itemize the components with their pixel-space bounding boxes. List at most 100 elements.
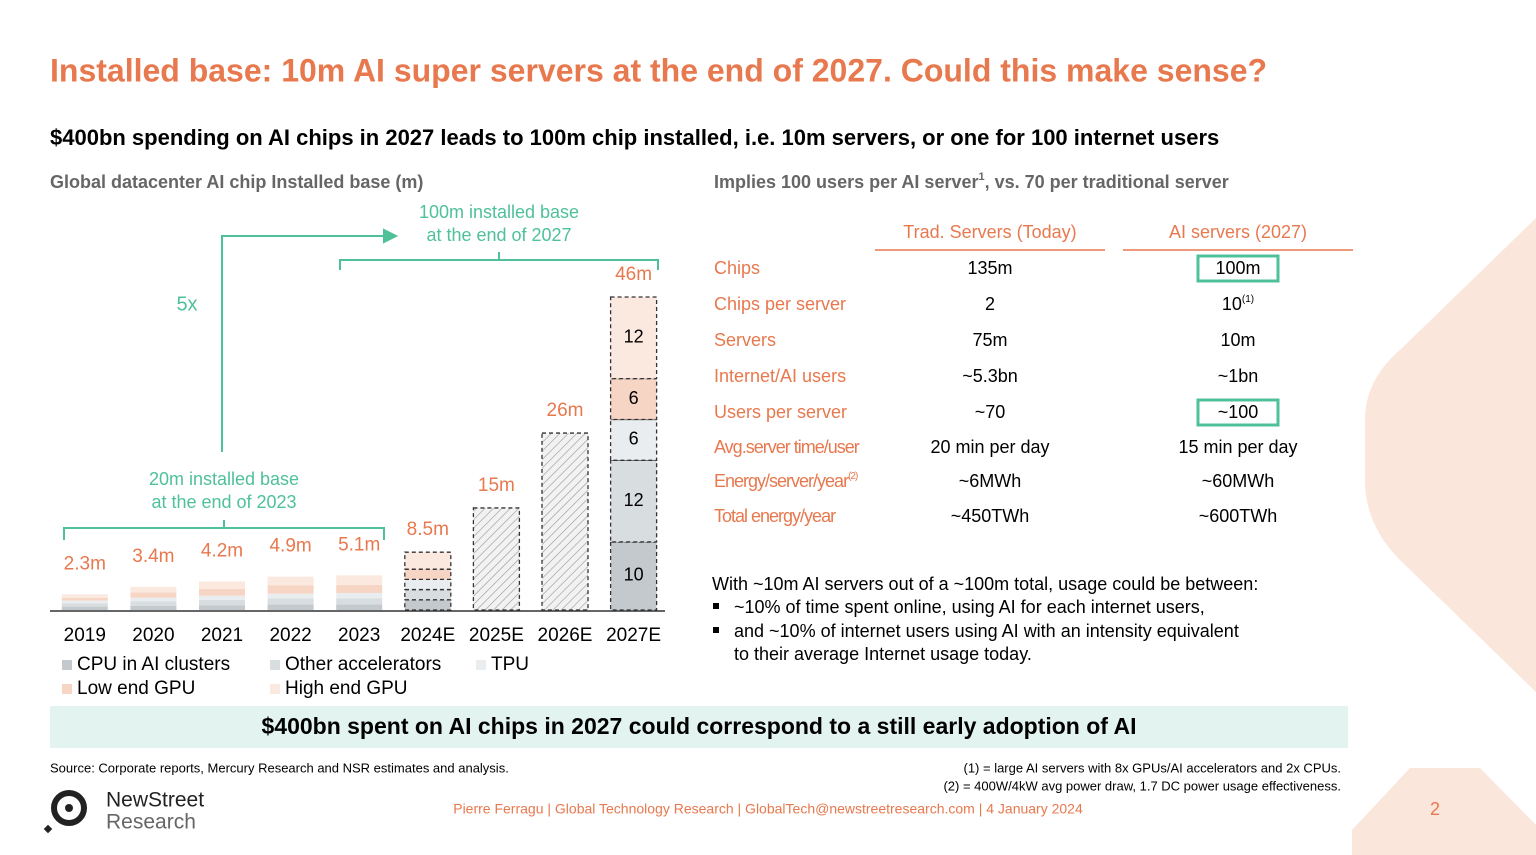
table-title: Implies 100 users per AI server1, vs. 70… (714, 171, 1229, 192)
annotation: at the end of 2027 (426, 225, 571, 245)
x-tick-label: 2025E (469, 625, 524, 646)
bar-segment (199, 588, 245, 596)
banner-text: $400bn spent on AI chips in 2027 could c… (261, 713, 1136, 739)
cell: 75m (972, 330, 1007, 350)
page-number: 2 (1430, 799, 1440, 819)
data-label: 6 (629, 388, 639, 408)
x-tick-label: 2021 (201, 625, 243, 646)
cell: 20 min per day (930, 437, 1049, 457)
logo-text: NewStreet (106, 789, 204, 812)
text: Energy/server/year (714, 471, 849, 491)
cell: ~60MWh (1202, 471, 1275, 491)
highlight-box (1196, 398, 1280, 427)
column-header: AI servers (2027) (1169, 222, 1307, 242)
legend-swatch (62, 660, 72, 670)
data-label: 12 (624, 490, 644, 510)
cell: 10(1) (1222, 294, 1254, 314)
footnote: (2) = 400W/4kW avg power draw, 1.7 DC po… (943, 778, 1341, 793)
annotation: at the end of 2023 (151, 492, 296, 512)
footnote: (1) = large AI servers with 8x GPUs/AI a… (963, 760, 1341, 775)
bar (472, 507, 521, 611)
title: Installed base: 10m AI super servers at … (50, 52, 1267, 88)
row-label: Avg.server time/user (714, 437, 860, 457)
bar-segment (404, 588, 452, 601)
bar-segment (609, 541, 658, 611)
cell: 2 (985, 294, 995, 314)
bullet-text: to their average Internet usage today. (734, 644, 1032, 664)
row-label: Energy/server/year(2) (714, 471, 858, 491)
annotation: 5x (176, 293, 197, 315)
column-header: Trad. Servers (Today) (903, 222, 1076, 242)
bar-segment (609, 459, 658, 543)
data-label: 6 (629, 429, 639, 449)
bar-segment (404, 578, 452, 591)
bar-segment (61, 600, 108, 604)
text: 10 (1222, 294, 1242, 314)
total-label: 4.9m (269, 536, 311, 557)
bar (541, 432, 589, 611)
bar-segment (609, 378, 658, 421)
logo: NewStreet Research (43, 789, 204, 834)
logo-text: Research (106, 811, 196, 834)
legend-swatch (62, 684, 72, 694)
total-label: 15m (478, 475, 515, 496)
row-label: Total energy/year (714, 506, 836, 526)
cell: ~5.3bn (962, 366, 1018, 386)
bar-segment (130, 586, 177, 593)
bar-segment (609, 296, 658, 380)
cell: 15 min per day (1178, 437, 1297, 457)
bar-segment (130, 605, 177, 610)
bullet-text: ~10% of time spent online, using AI for … (734, 597, 1205, 617)
total-label: 4.2m (201, 540, 243, 561)
chart-title: Global datacenter AI chip Installed base… (50, 172, 423, 192)
decor (1352, 768, 1536, 855)
total-label: 3.4m (132, 546, 174, 567)
total-label: 8.5m (407, 519, 449, 540)
legend-swatch (476, 660, 486, 670)
subtitle: $400bn spending on AI chips in 2027 lead… (50, 125, 1219, 150)
legend-label: Low end GPU (77, 678, 195, 699)
cell: 135m (967, 258, 1012, 278)
bar-segment (61, 597, 108, 601)
cell: ~600TWh (1199, 506, 1278, 526)
bar-segment (61, 594, 108, 598)
data-label: 10 (624, 565, 644, 585)
x-tick-label: 2022 (269, 625, 311, 646)
source: Source: Corporate reports, Mercury Resea… (50, 760, 509, 775)
cell: ~70 (975, 402, 1006, 422)
bar-segment (61, 603, 108, 607)
x-tick-label: 2020 (132, 625, 174, 646)
bar-segment (609, 418, 658, 461)
bar-segment (61, 606, 108, 610)
row-label: Chips (714, 258, 760, 278)
highlight-box (1196, 254, 1280, 283)
cell: 100m (1215, 258, 1260, 278)
annotation-lines (63, 228, 659, 540)
bar-segment (336, 592, 383, 599)
bar-segment (267, 593, 314, 599)
cell: ~100 (1218, 402, 1259, 422)
total-label: 5.1m (338, 534, 380, 555)
bar-segment (199, 599, 245, 606)
bar-segment (199, 605, 245, 610)
cell: 10m (1220, 330, 1255, 350)
legend-label: CPU in AI clusters (77, 654, 230, 675)
bullet-text: and ~10% of internet users using AI with… (734, 621, 1239, 641)
decor (1365, 218, 1536, 692)
banner (50, 706, 1348, 748)
bullet (713, 603, 719, 609)
bar-segment (267, 604, 314, 610)
row-label: Servers (714, 330, 776, 350)
cell: ~450TWh (951, 506, 1030, 526)
bar-segment (404, 568, 452, 581)
legend-label: Other accelerators (285, 654, 441, 675)
row-label: Chips per server (714, 294, 846, 314)
legend-label: TPU (491, 654, 529, 675)
total-label: 2.3m (64, 553, 106, 574)
row-label: Users per server (714, 402, 847, 422)
row-label: Internet/AI users (714, 366, 846, 386)
annotation: 100m installed base (419, 202, 579, 222)
cell: ~6MWh (959, 471, 1022, 491)
x-tick-label: 2026E (538, 625, 593, 646)
bullet (713, 627, 719, 633)
